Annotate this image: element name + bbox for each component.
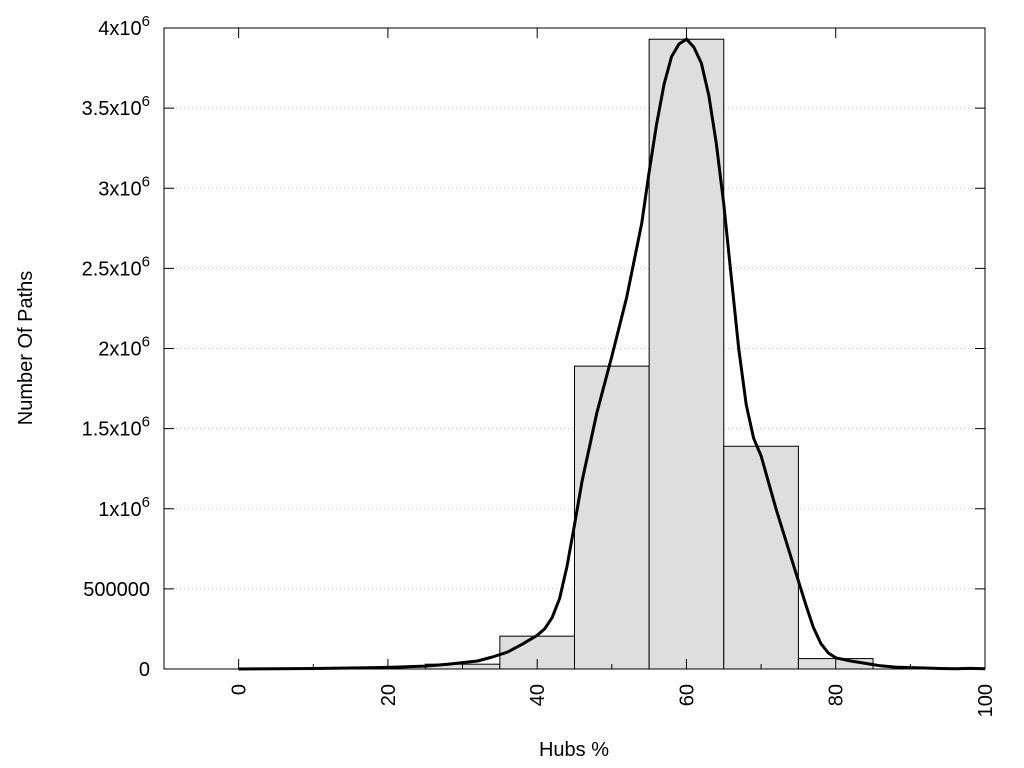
x-tick-label: 40: [527, 684, 549, 706]
y-tick-label: 2.5x106: [82, 253, 150, 280]
y-tick-label: 2x106: [98, 334, 150, 361]
y-tick-label: 3x106: [98, 173, 150, 200]
y-tick-label: 1.5x106: [82, 414, 150, 441]
histogram-bar: [723, 445, 799, 670]
x-tick-label: 20: [378, 684, 400, 706]
x-tick-label: 60: [676, 684, 698, 706]
x-axis-title: Hubs %: [539, 739, 609, 761]
grid-lines: [164, 107, 985, 590]
distribution-curve: [238, 37, 986, 671]
x-tick-label: 80: [826, 684, 848, 706]
histogram-bar: [574, 365, 650, 670]
y-axis-title: Number Of Paths: [15, 271, 37, 426]
y-tick-label: 0: [139, 659, 150, 681]
y-tick-label: 3.5x106: [82, 93, 150, 120]
histogram-bars: [424, 38, 874, 670]
y-tick-label: 4x106: [98, 13, 150, 40]
x-axis-ticks: 0 20 40 60 80 100: [229, 28, 997, 717]
x-tick-label: 100: [975, 684, 997, 717]
histogram-bar: [648, 38, 725, 670]
y-tick-label: 500000: [83, 579, 150, 601]
y-tick-label: 1x106: [98, 494, 150, 521]
y-axis-ticks: 0 500000 1x106 1.5x106 2x106 2.5x106 3x106 3.5x…: [82, 13, 985, 681]
x-tick-label: 0: [229, 684, 251, 695]
